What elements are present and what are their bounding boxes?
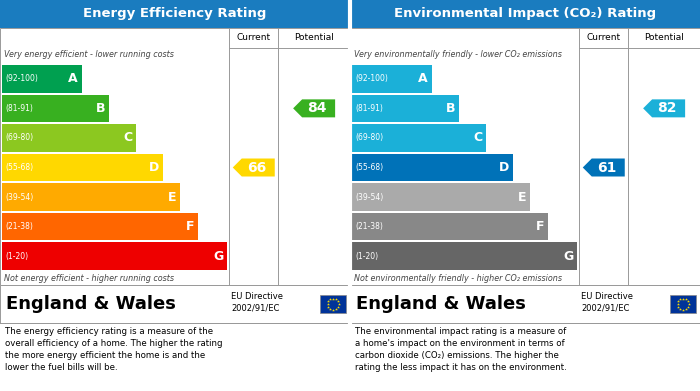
Text: Potential: Potential [294, 34, 334, 43]
Bar [2, 242, 228, 270]
Text: (55-68): (55-68) [355, 163, 383, 172]
Bar [350, 28, 700, 285]
Text: (69-80): (69-80) [355, 133, 383, 142]
Bar [352, 124, 486, 152]
Text: F: F [186, 220, 194, 233]
Text: C: C [123, 131, 132, 144]
Text: (1-20): (1-20) [355, 252, 378, 261]
Polygon shape [293, 99, 335, 117]
Text: 66: 66 [247, 160, 267, 174]
Text: Energy Efficiency Rating: Energy Efficiency Rating [83, 7, 267, 20]
Polygon shape [643, 99, 685, 117]
Bar [352, 183, 530, 211]
Text: B: B [95, 102, 105, 115]
Bar [352, 95, 459, 122]
Text: G: G [563, 250, 573, 263]
Text: Not environmentally friendly - higher CO₂ emissions: Not environmentally friendly - higher CO… [354, 274, 562, 283]
Text: (81-91): (81-91) [5, 104, 33, 113]
Text: E: E [167, 190, 176, 204]
Text: (55-68): (55-68) [5, 163, 33, 172]
Text: The environmental impact rating is a measure of
a home's impact on the environme: The environmental impact rating is a mea… [355, 327, 567, 373]
Bar [2, 154, 163, 181]
Bar [2, 65, 82, 93]
Bar [0, 28, 350, 285]
Text: E: E [517, 190, 526, 204]
Text: 61: 61 [597, 160, 617, 174]
Polygon shape [232, 158, 274, 176]
Text: Not energy efficient - higher running costs: Not energy efficient - higher running co… [4, 274, 174, 283]
Text: EU Directive
2002/91/EC: EU Directive 2002/91/EC [581, 292, 633, 312]
Bar [350, 285, 700, 323]
Text: F: F [536, 220, 544, 233]
Text: A: A [69, 72, 78, 85]
Text: Very energy efficient - lower running costs: Very energy efficient - lower running co… [4, 50, 174, 59]
Text: (21-38): (21-38) [5, 222, 33, 231]
Bar [670, 295, 696, 313]
Polygon shape [582, 158, 624, 176]
Text: 84: 84 [307, 101, 327, 115]
Text: 82: 82 [657, 101, 677, 115]
Bar [2, 95, 109, 122]
Bar [352, 65, 432, 93]
Text: Current: Current [237, 34, 271, 43]
Text: (92-100): (92-100) [355, 74, 388, 83]
Text: A: A [419, 72, 428, 85]
Text: Very environmentally friendly - lower CO₂ emissions: Very environmentally friendly - lower CO… [354, 50, 562, 59]
Text: B: B [445, 102, 455, 115]
Bar [352, 154, 513, 181]
Text: D: D [149, 161, 159, 174]
Bar [352, 213, 548, 240]
Bar [352, 242, 578, 270]
Bar [2, 124, 136, 152]
Text: (39-54): (39-54) [355, 193, 384, 202]
Bar [320, 295, 346, 313]
Text: (39-54): (39-54) [5, 193, 34, 202]
Text: Environmental Impact (CO₂) Rating: Environmental Impact (CO₂) Rating [394, 7, 656, 20]
Text: (1-20): (1-20) [5, 252, 28, 261]
Text: (21-38): (21-38) [355, 222, 383, 231]
Text: England & Wales: England & Wales [356, 295, 526, 313]
Text: Current: Current [587, 34, 621, 43]
Text: England & Wales: England & Wales [6, 295, 176, 313]
Text: The energy efficiency rating is a measure of the
overall efficiency of a home. T: The energy efficiency rating is a measur… [5, 327, 223, 373]
Text: C: C [473, 131, 482, 144]
Text: (81-91): (81-91) [355, 104, 383, 113]
Text: D: D [499, 161, 509, 174]
Text: (69-80): (69-80) [5, 133, 33, 142]
Bar [2, 183, 180, 211]
Bar [0, 0, 350, 28]
Text: G: G [213, 250, 223, 263]
Bar [2, 213, 198, 240]
Bar [0, 285, 350, 323]
Text: EU Directive
2002/91/EC: EU Directive 2002/91/EC [231, 292, 283, 312]
Bar [350, 0, 700, 28]
Text: (92-100): (92-100) [5, 74, 38, 83]
Text: Potential: Potential [644, 34, 684, 43]
